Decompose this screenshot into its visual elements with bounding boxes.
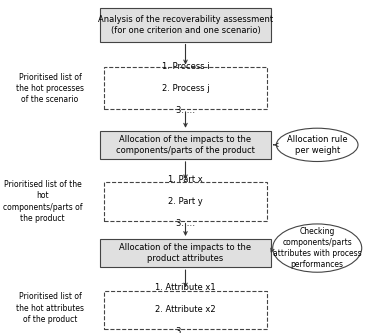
Text: Prioritised list of the
hot
components/parts of
the product: Prioritised list of the hot components/p…: [3, 180, 82, 223]
FancyBboxPatch shape: [104, 67, 267, 109]
FancyBboxPatch shape: [100, 239, 271, 267]
Text: 1. Attribute x1

2. Attribute x2

3. …: 1. Attribute x1 2. Attribute x2 3. …: [155, 283, 216, 333]
Text: Checking
components/parts
attributes with process
performances: Checking components/parts attributes wit…: [273, 227, 361, 269]
FancyBboxPatch shape: [100, 131, 271, 159]
Ellipse shape: [276, 128, 358, 162]
FancyBboxPatch shape: [100, 8, 271, 42]
Text: Prioritised list of
the hot attributes
of the product: Prioritised list of the hot attributes o…: [16, 292, 84, 324]
Text: Allocation of the impacts to the
components/parts of the product: Allocation of the impacts to the compone…: [116, 135, 255, 155]
Text: 1. Process i

2. Process j

3. …: 1. Process i 2. Process j 3. …: [162, 62, 209, 115]
Text: Analysis of the recoverability assessment
(for one criterion and one scenario): Analysis of the recoverability assessmen…: [98, 15, 273, 35]
Text: Allocation of the impacts to the
product attributes: Allocation of the impacts to the product…: [119, 243, 252, 263]
Text: Allocation rule
per weight: Allocation rule per weight: [287, 135, 348, 155]
FancyBboxPatch shape: [104, 290, 267, 329]
Text: Prioritised list of
the hot processes
of the scenario: Prioritised list of the hot processes of…: [16, 73, 84, 104]
FancyBboxPatch shape: [104, 182, 267, 220]
Text: 1. Part x

2. Part y

3. …: 1. Part x 2. Part y 3. …: [168, 175, 203, 228]
Ellipse shape: [273, 224, 362, 272]
